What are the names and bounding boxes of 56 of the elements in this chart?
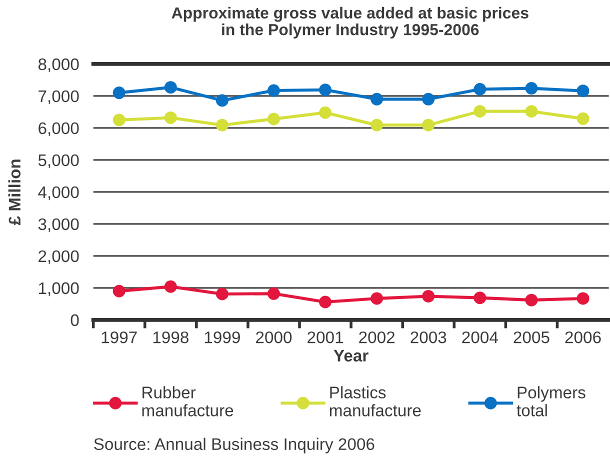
legend-label: Rubber manufacture bbox=[142, 386, 234, 416]
point bbox=[216, 94, 228, 107]
y-tick-label: 3,000 bbox=[38, 218, 79, 232]
x-tick-label: 1999 bbox=[204, 331, 240, 344]
point bbox=[422, 290, 435, 302]
chart-title: Approximate gross value added at basic prices in the Polymer Industry 1995-2006 bbox=[172, 6, 528, 38]
x-tick-label: 2000 bbox=[256, 331, 292, 344]
point bbox=[267, 287, 280, 300]
x-axis-title: Year bbox=[334, 350, 368, 362]
point bbox=[576, 112, 590, 125]
x-tick-label: 2003 bbox=[410, 331, 446, 344]
x-tick-label: 1998 bbox=[153, 331, 188, 344]
x-tick-label: 1997 bbox=[102, 331, 137, 344]
point bbox=[525, 105, 538, 118]
point bbox=[112, 284, 126, 298]
point bbox=[216, 118, 228, 132]
point bbox=[525, 82, 538, 95]
point bbox=[164, 280, 177, 293]
y-tick-label: 5,000 bbox=[38, 154, 79, 168]
point bbox=[422, 92, 435, 106]
legend-label: Polymers total bbox=[516, 386, 586, 416]
y-axis-title: £ Million bbox=[8, 160, 21, 226]
point bbox=[576, 292, 590, 305]
y-tick-label: 0 bbox=[70, 314, 79, 326]
y-tick-label: 7,000 bbox=[38, 90, 79, 104]
point bbox=[370, 92, 384, 106]
point bbox=[112, 114, 126, 126]
point bbox=[319, 296, 332, 308]
point bbox=[474, 292, 486, 304]
point bbox=[267, 84, 280, 97]
point bbox=[216, 288, 228, 300]
point bbox=[164, 81, 177, 94]
source-note: Source: Annual Business Inquiry 2006 bbox=[94, 438, 374, 454]
point bbox=[474, 105, 486, 118]
point bbox=[370, 118, 384, 132]
point bbox=[576, 84, 590, 98]
y-tick-label: 2,000 bbox=[38, 250, 79, 264]
x-tick-label: 2006 bbox=[565, 331, 601, 344]
point bbox=[370, 292, 384, 305]
point bbox=[525, 294, 538, 306]
point bbox=[474, 83, 486, 96]
x-tick-label: 2005 bbox=[514, 331, 550, 344]
point bbox=[267, 112, 280, 126]
point bbox=[164, 111, 177, 124]
y-tick-label: 1,000 bbox=[39, 282, 79, 296]
point bbox=[422, 118, 435, 132]
y-tick-label: 8,000 bbox=[38, 58, 79, 72]
x-tick-label: 2002 bbox=[359, 331, 395, 344]
x-tick-label: 2001 bbox=[308, 331, 344, 344]
x-tick-label: 2004 bbox=[462, 331, 498, 344]
point bbox=[319, 84, 332, 96]
point bbox=[319, 106, 332, 119]
point bbox=[112, 86, 126, 100]
y-tick-label: 6,000 bbox=[38, 122, 79, 136]
y-tick-label: 4,000 bbox=[38, 186, 79, 200]
legend-label: Plastics manufacture bbox=[330, 386, 421, 416]
